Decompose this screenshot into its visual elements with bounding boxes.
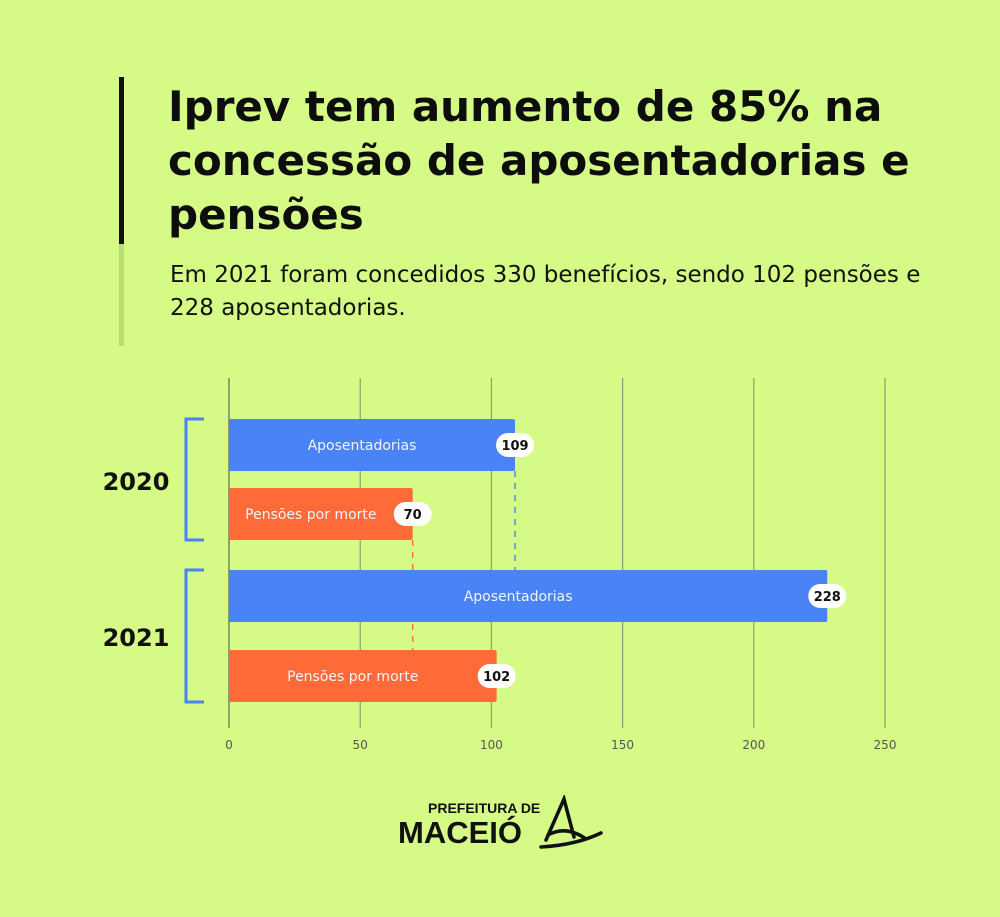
bar-label: Aposentadorias: [308, 438, 417, 454]
bar-2021-aposentadorias: [229, 570, 828, 622]
group-bracket: [184, 417, 204, 542]
value-badge: [496, 433, 535, 457]
x-tick-label: 50: [353, 738, 368, 752]
data-label: 70: [404, 508, 422, 523]
group-bracket: [184, 568, 204, 704]
data-label: 109: [501, 439, 528, 454]
page-subtitle: Em 2021 foram concedidos 330 benefícios,…: [170, 262, 921, 321]
bar-label: Pensões por morte: [287, 669, 418, 685]
group-label-2020: 2020: [103, 468, 170, 496]
x-tick-label: 100: [480, 738, 503, 752]
bar-2020-aposentadorias: [229, 419, 516, 471]
bar-2020-pensoes: [229, 488, 413, 540]
x-tick-label: 150: [611, 738, 634, 752]
page-title: Iprev tem aumento de 85% na concessão de…: [168, 82, 910, 239]
value-badge: [477, 664, 516, 688]
accent-bar: [119, 77, 124, 244]
bar-label: Aposentadorias: [464, 589, 573, 605]
data-label: 228: [814, 590, 841, 605]
bar-2021-pensoes: [229, 650, 497, 702]
data-label: 102: [483, 670, 510, 685]
x-tick-label: 250: [874, 738, 897, 752]
accent-bar-light: [119, 244, 124, 346]
logo-line2: MACEIÓ: [398, 814, 522, 850]
value-badge: [808, 584, 847, 608]
prefeitura-maceio-logo: PREFEITURA DE MACEIÓ: [396, 793, 606, 859]
x-tick-label: 0: [225, 738, 233, 752]
logo-line1: PREFEITURA DE: [428, 800, 540, 816]
logo-graphic: PREFEITURA DE MACEIÓ: [398, 793, 603, 850]
x-tick-label: 200: [742, 738, 765, 752]
group-label-2021: 2021: [103, 624, 170, 652]
value-badge: [393, 502, 432, 526]
bar-label: Pensões por morte: [245, 507, 376, 523]
